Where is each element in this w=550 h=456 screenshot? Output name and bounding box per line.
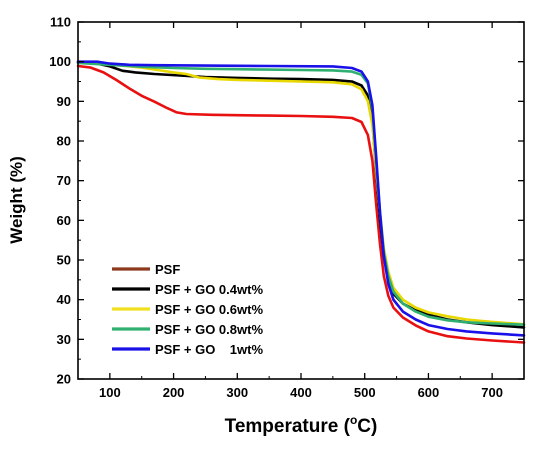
x-axis-title-unit: C) [357,416,377,437]
legend-label-psf-go-1wt: PSF + GO 1wt% [155,342,263,357]
legend-label-psf-go-0-4wt: PSF + GO 0.4wt% [155,282,263,297]
y-tick-label: 60 [57,213,71,228]
x-tick-label: 700 [481,385,503,400]
legend: PSF PSF + GO 0.4wt% PSF + GO 0.6wt% PSF + G… [112,262,263,357]
series-line-psf-go-0-6wt [76,61,526,326]
y-tick-label: 30 [57,332,71,347]
x-tick-label: 300 [226,385,248,400]
x-axis-title-superscript: o [350,413,357,427]
series-layer [76,60,526,344]
x-axis-title: Temperature (oC) [225,413,378,437]
legend-label-psf-go-0-8wt: PSF + GO 0.8wt% [155,322,263,337]
x-tick-label: 400 [290,385,312,400]
series-line-psf [76,64,526,344]
series-line-psf-go-0-4wt [76,61,526,329]
y-tick-label: 90 [57,94,71,109]
y-tick-label: 20 [57,372,71,387]
x-tick-label: 500 [354,385,376,400]
tick-layer: 100 200 300 400 500 600 700 20 30 40 50 60 70 80 90 100… [49,15,525,400]
x-axis-title-main: Temperature ( [225,416,351,437]
legend-label-psf-go-0-6wt: PSF + GO 0.6wt% [155,302,263,317]
legend-label-psf: PSF [155,262,180,277]
y-tick-label: 100 [49,54,71,69]
y-tick-label: 80 [57,134,71,149]
x-tick-label: 200 [163,385,185,400]
y-tick-label: 70 [57,173,71,188]
y-tick-label: 40 [57,292,71,307]
y-tick-label: 110 [50,15,71,30]
y-axis-title: Weight (%) [7,156,26,244]
series-line-psf-go-1wt [76,60,526,337]
x-tick-label: 600 [418,385,440,400]
x-tick-label: 100 [99,385,121,400]
y-tick-label: 50 [57,253,71,268]
